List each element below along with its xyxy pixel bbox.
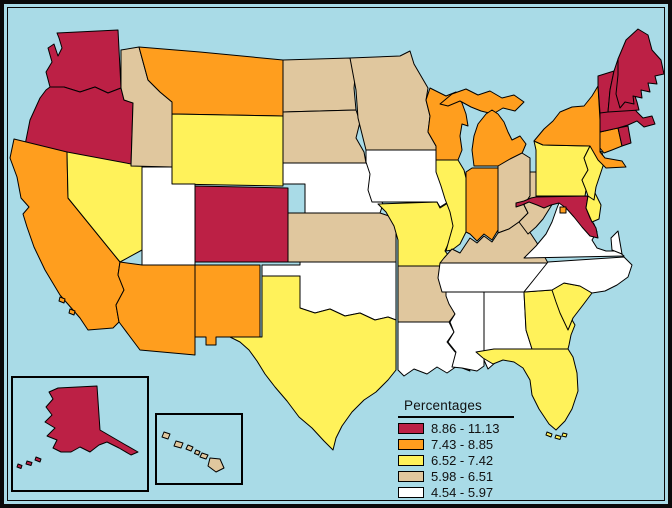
legend-swatch (398, 439, 424, 451)
state-ak (16, 463, 23, 469)
legend-rows: 8.86 - 11.13 7.43 - 8.85 6.52 - 7.42 5.98 -… (394, 421, 514, 500)
state-ak (25, 460, 33, 466)
legend-row: 4.54 - 5.97 (398, 484, 514, 500)
state-fl (561, 432, 568, 438)
state-hi (173, 440, 184, 449)
legend-swatch (398, 486, 424, 498)
legend-rule (398, 416, 514, 418)
state-fl (475, 348, 579, 431)
state-il (435, 159, 467, 252)
legend-class-label: 5.98 - 6.51 (431, 468, 494, 484)
state-fl (545, 431, 553, 438)
state-mi (439, 88, 525, 115)
legend-row: 8.86 - 11.13 (398, 421, 514, 437)
legend-swatch (398, 454, 424, 466)
state-in (465, 167, 499, 242)
state-ma (599, 105, 656, 133)
legend: Percentages 8.86 - 11.13 7.43 - 8.85 6.52 … (394, 398, 514, 500)
state-hi (185, 444, 194, 452)
state-me (615, 28, 665, 109)
state-ak (44, 385, 139, 456)
state-co (194, 185, 289, 263)
state-va (610, 230, 623, 255)
legend-class-label: 6.52 - 7.42 (431, 452, 494, 468)
inset-box-ak (11, 376, 149, 492)
legend-row: 5.98 - 6.51 (398, 468, 514, 484)
legend-title: Percentages (404, 398, 482, 413)
legend-swatch (398, 423, 424, 435)
state-ca (68, 308, 76, 316)
state-hi (161, 431, 171, 440)
state-ks (287, 212, 397, 263)
state-hi (194, 449, 201, 456)
state-hi (207, 457, 225, 473)
inset-box-hi (155, 413, 243, 485)
state-sd (282, 109, 367, 164)
state-ca (58, 296, 66, 304)
state-ms (445, 291, 485, 372)
legend-row: 7.43 - 8.85 (398, 437, 514, 453)
state-wy (171, 113, 284, 187)
state-dc (559, 206, 567, 214)
state-fl (554, 434, 562, 440)
legend-class-label: 7.43 - 8.85 (431, 437, 494, 453)
legend-swatch (398, 470, 424, 482)
legend-class-label: 4.54 - 5.97 (431, 484, 494, 500)
state-pa (533, 140, 591, 197)
legend-row: 6.52 - 7.42 (398, 453, 514, 469)
legend-class-label: 8.86 - 11.13 (431, 421, 500, 437)
state-ri (617, 125, 632, 147)
state-nm (194, 264, 261, 346)
state-hi (199, 452, 209, 460)
state-nv (66, 151, 143, 263)
state-ak (34, 456, 42, 463)
state-nd (282, 57, 357, 113)
state-tx (229, 275, 397, 451)
state-nc (523, 256, 633, 294)
